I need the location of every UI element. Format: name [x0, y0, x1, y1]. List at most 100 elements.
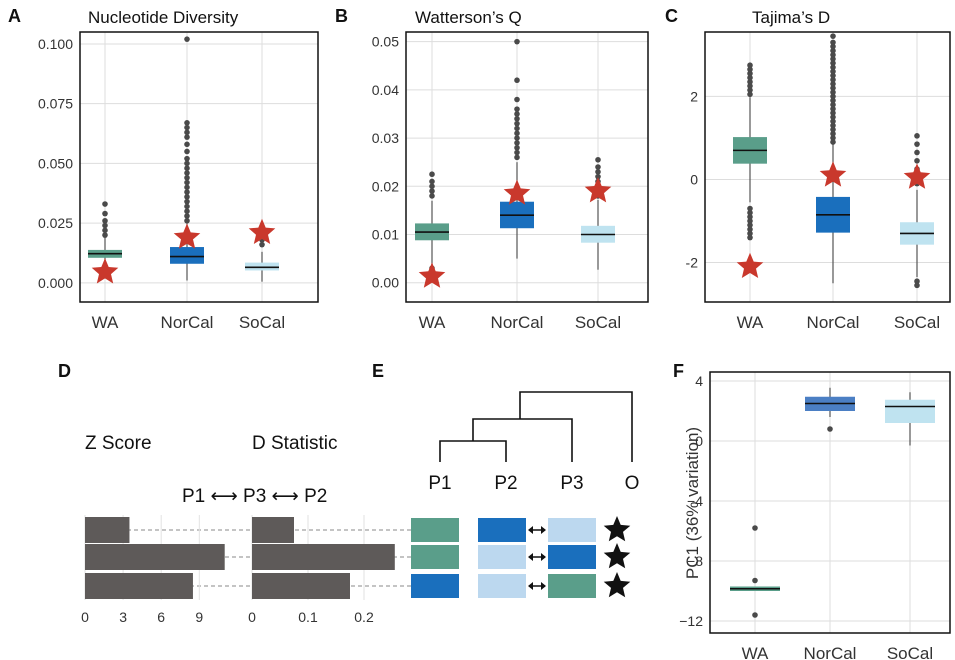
outlier-point	[747, 62, 753, 69]
tree-leaf-label: O	[625, 473, 640, 494]
outlier-point	[830, 85, 836, 91]
population-block	[548, 545, 596, 569]
population-block	[548, 518, 596, 542]
outlier-point	[830, 97, 836, 104]
tree-branch	[439, 440, 507, 462]
category-label: NorCal	[804, 644, 857, 660]
box	[170, 247, 204, 264]
star-marker	[503, 179, 531, 205]
outlier-point	[830, 114, 836, 120]
outlier-point	[830, 72, 836, 79]
outlier-point	[830, 89, 836, 96]
outlier-point	[914, 157, 920, 164]
panel-letter-e: E	[372, 361, 384, 381]
outlier-point	[830, 118, 836, 125]
outlier-point	[514, 115, 520, 122]
plot-frame	[405, 31, 649, 303]
outlier-point	[514, 154, 520, 161]
category-label: SoCal	[239, 313, 285, 332]
star-marker	[584, 177, 612, 203]
category-label: SoCal	[894, 313, 940, 332]
z-tick-label: 9	[195, 609, 203, 625]
outlier-point	[514, 125, 520, 132]
category-label: WA	[419, 313, 446, 332]
population-block	[411, 574, 459, 598]
d-statistic-label: D Statistic	[252, 433, 338, 454]
outlier-point	[747, 91, 753, 98]
panel-letter-f: F	[673, 361, 684, 381]
outlier-point	[914, 141, 920, 147]
y-tick-label: −12	[679, 613, 703, 629]
outlier-point	[830, 135, 836, 141]
outlier-point	[747, 74, 753, 81]
outlier-point	[102, 210, 108, 217]
outlier-point	[830, 139, 836, 145]
y-tick-label: −8	[687, 553, 703, 569]
y-tick-label: 0.02	[372, 178, 399, 194]
panel-c-chart: -2 0 2 WA NorCal SoCal	[686, 31, 951, 332]
y-tick-label: 0.075	[38, 96, 73, 112]
y-tick-label: 0.00	[372, 275, 399, 291]
outlier-point	[184, 129, 190, 136]
outlier-point	[429, 188, 435, 194]
arrow-head	[541, 526, 546, 534]
y-tick-label: 0.025	[38, 215, 73, 231]
d-statistic-bar	[252, 573, 350, 599]
outlier-point	[514, 111, 520, 117]
outlier-point	[184, 124, 190, 131]
outlier-point	[830, 52, 836, 58]
panel-e-diagram: P1 P2 P3 O	[411, 391, 640, 598]
d-tick-label: 0.2	[354, 609, 374, 625]
outlier-point	[184, 170, 190, 176]
star-marker	[819, 161, 847, 187]
outlier-point	[259, 241, 265, 248]
outlier-point	[830, 56, 836, 62]
outlier-point	[514, 135, 520, 141]
outlier-point	[184, 174, 190, 181]
outlier-point	[514, 120, 520, 127]
outlier-point	[184, 155, 190, 162]
panel-letter-a: A	[8, 6, 21, 26]
outlier-point	[514, 106, 520, 112]
outlier-point	[595, 156, 601, 163]
category-label: NorCal	[807, 313, 860, 332]
outlier-point	[102, 201, 108, 207]
outlier-point	[830, 47, 836, 54]
outlier-point	[830, 130, 836, 137]
outlier-point	[747, 218, 753, 224]
outlier-point	[184, 198, 190, 205]
y-tick-label: 4	[695, 373, 703, 389]
tree-leaf-label: P2	[494, 473, 517, 494]
outlier-point	[830, 60, 836, 66]
star-marker	[736, 252, 764, 278]
outlier-point	[514, 77, 520, 84]
panel-d-chart: 0 3 6 9 0 0.1 0.2	[81, 515, 412, 625]
z-score-bar	[85, 517, 130, 543]
z-tick-label: 0	[81, 609, 89, 625]
z-tick-label: 6	[157, 609, 165, 625]
arrow-head	[528, 526, 533, 534]
z-score-bar	[85, 544, 225, 570]
panel-b-chart: 0.00 0.01 0.02 0.03 0.04 0.05 WA NorCal SoCal	[372, 31, 649, 332]
star-marker	[418, 262, 446, 288]
y-tick-label: -2	[686, 255, 699, 271]
plot-frame	[709, 371, 951, 634]
y-tick-label: 2	[690, 88, 698, 104]
outlier-point	[514, 140, 520, 146]
outlier-point	[830, 68, 836, 75]
outlier-point	[102, 222, 108, 229]
outlier-point	[514, 130, 520, 137]
outlier-point	[830, 64, 836, 71]
panel-letter-d: D	[58, 361, 71, 381]
outlier-point	[184, 141, 190, 148]
outlier-point	[830, 106, 836, 112]
outlier-point	[747, 205, 753, 212]
y-tick-label: 0.04	[372, 82, 399, 98]
outlier-point	[514, 144, 520, 151]
outlier-point	[429, 183, 435, 190]
arrow-head	[528, 553, 533, 561]
population-block	[478, 574, 526, 598]
outlier-point	[747, 70, 753, 77]
outlier-point	[830, 101, 836, 108]
